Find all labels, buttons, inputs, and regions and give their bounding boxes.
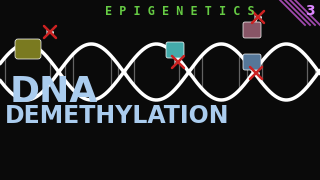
Text: E P I G E N E T I C S: E P I G E N E T I C S [105, 5, 255, 18]
Text: Me: Me [45, 30, 55, 35]
Text: DNA: DNA [10, 75, 98, 109]
Text: Me: Me [173, 60, 183, 64]
Text: Me: Me [252, 71, 260, 75]
Text: Me: Me [253, 15, 263, 19]
FancyBboxPatch shape [243, 54, 261, 70]
Text: 3: 3 [305, 4, 315, 18]
FancyBboxPatch shape [15, 39, 41, 59]
FancyBboxPatch shape [243, 22, 261, 38]
Text: DEMETHYLATION: DEMETHYLATION [5, 104, 229, 128]
FancyBboxPatch shape [166, 42, 184, 58]
